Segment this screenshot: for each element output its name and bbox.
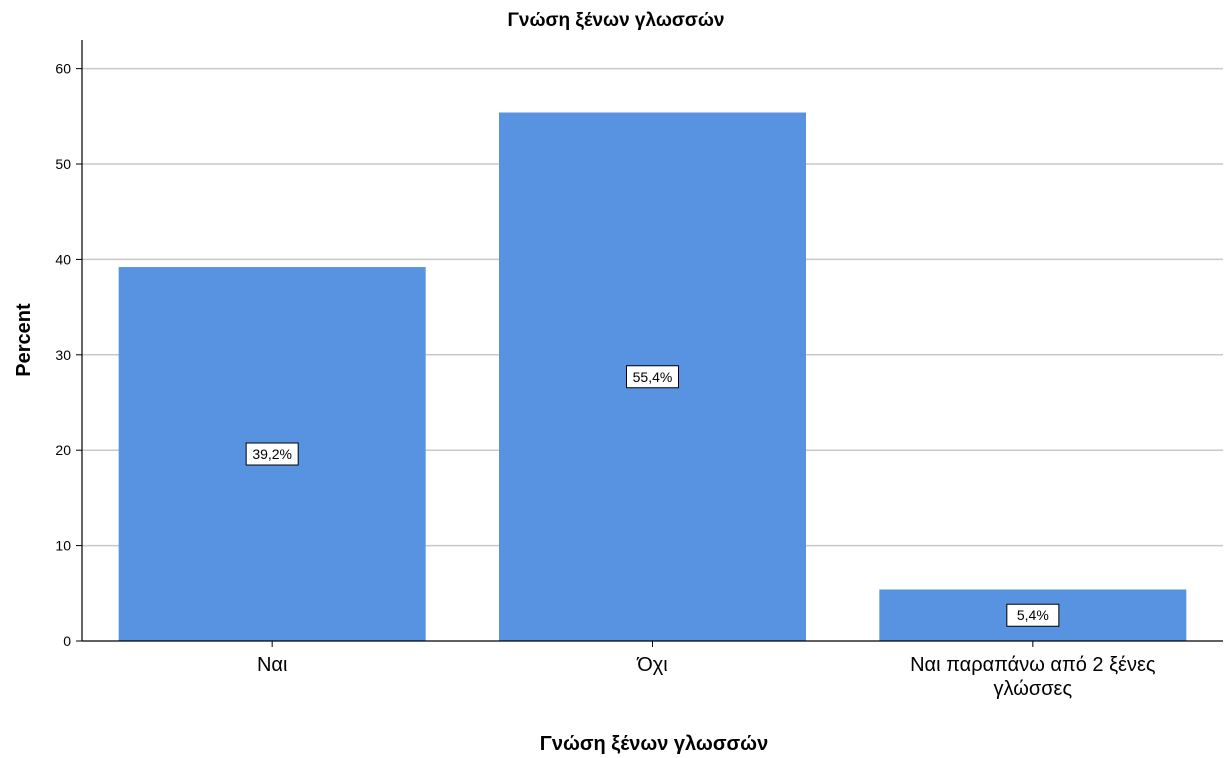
y-tick-label: 40 [55, 251, 71, 267]
y-axis-label: Percent [13, 303, 35, 377]
data-label: 55,4% [626, 365, 679, 389]
data-label-box [626, 365, 679, 389]
data-label-text: 39,2% [252, 446, 292, 462]
y-tick-label: 60 [55, 61, 71, 77]
data-label-box [1006, 603, 1060, 627]
chart-title: Γνώση ξένων γλωσσών [508, 10, 725, 31]
y-tick-label: 50 [55, 156, 71, 172]
data-label: 5,4% [1006, 603, 1060, 627]
x-axis-categories: Ναι Όχι Ναι παραπάνω από 2 ξένες γλώσσες [257, 641, 1156, 700]
x-tick-label: Ναι παραπάνω από 2 ξένες γλώσσες [910, 654, 1156, 700]
data-label-text: 55,4% [633, 369, 673, 385]
data-label-box [245, 442, 299, 466]
data-labels: 39,2% 55,4% 5,4% [245, 365, 1060, 627]
data-label-text: 5,4% [1017, 607, 1049, 623]
x-axis-label: Γνώση ξένων γλωσσών [540, 733, 768, 755]
y-tick-label: 10 [55, 538, 71, 554]
x-tick-label: Όχι [636, 654, 667, 676]
y-axis-ticks: 0 10 20 30 40 50 60 [55, 61, 82, 649]
y-tick-label: 0 [63, 633, 71, 649]
data-label: 39,2% [245, 442, 299, 466]
y-tick-label: 30 [55, 347, 71, 363]
x-tick-label: Ναι [257, 654, 287, 676]
y-tick-label: 20 [55, 442, 71, 458]
